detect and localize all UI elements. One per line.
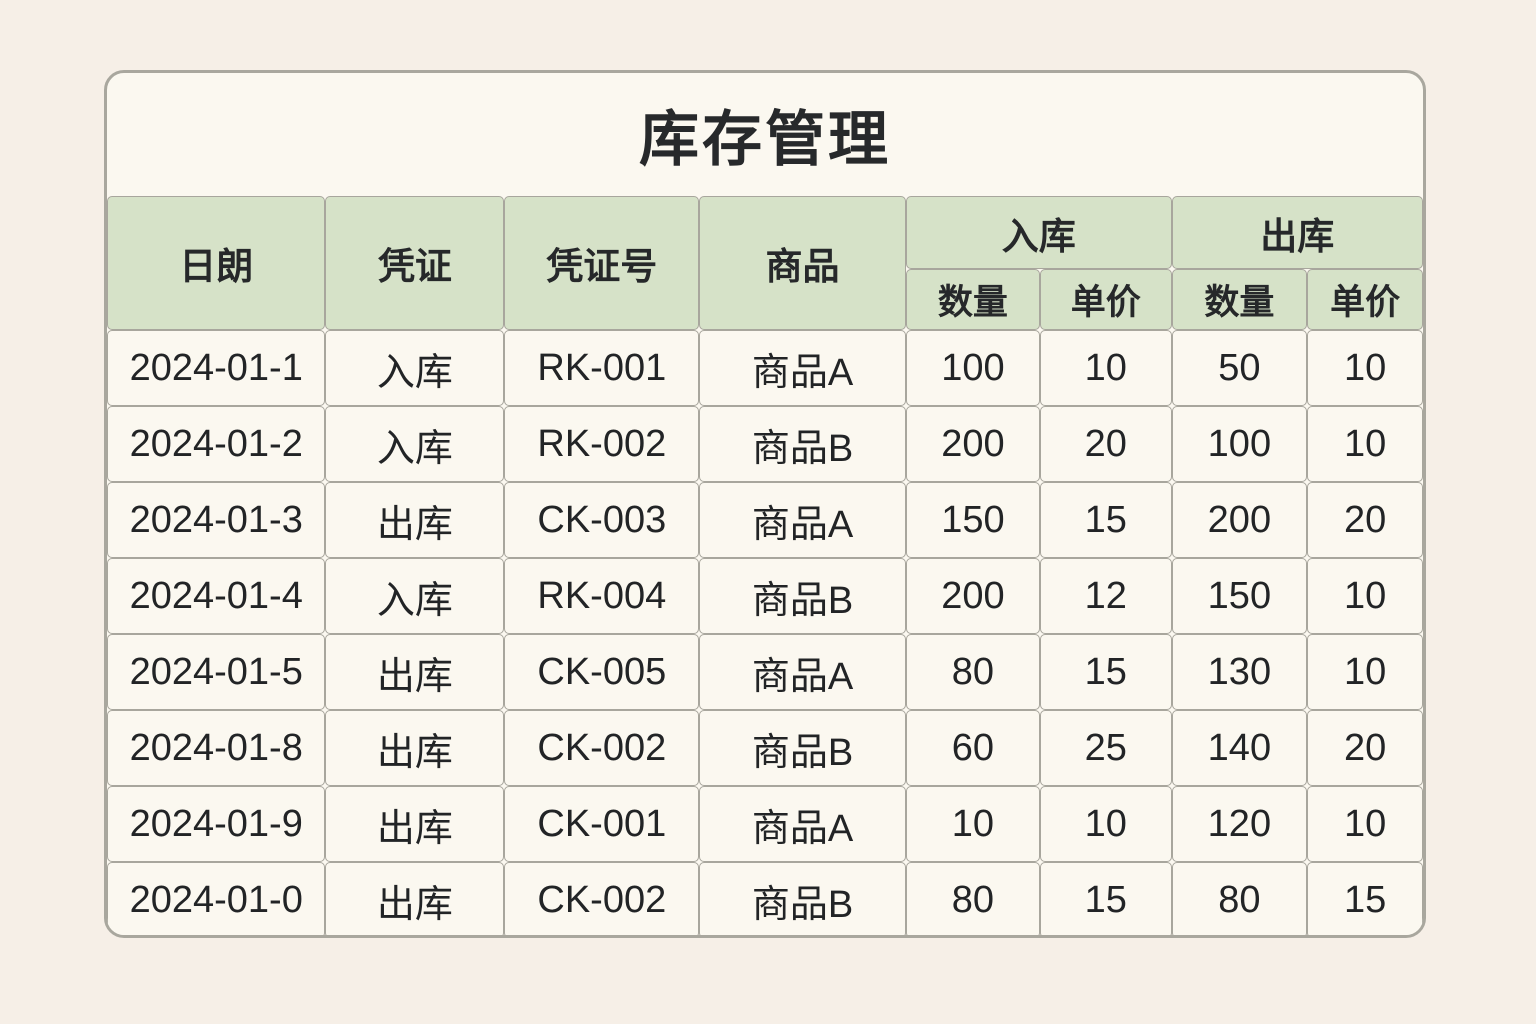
- cell-voucher: 出库: [325, 634, 505, 710]
- cell-inbound-qty: 200: [905, 406, 1041, 482]
- table-row: 2024-01-5 出库 CK-005 商品A 80 15 130 10: [107, 634, 1423, 710]
- cell-inbound-price: 10: [1040, 786, 1172, 862]
- cell-inbound-qty: 80: [905, 634, 1041, 710]
- cell-product: 商品B: [699, 710, 906, 786]
- header-row-groups: 日朗 凭证 凭证号 商品 入库 出库: [107, 196, 1423, 330]
- cell-voucher-no: CK-003: [504, 482, 700, 558]
- table-row: 2024-01-4 入库 RK-004 商品B 200 12 150 10: [107, 558, 1423, 634]
- table-row: 2024-01-1 入库 RK-001 商品A 100 10 50 10: [107, 330, 1423, 406]
- cell-inbound-qty: 200: [905, 558, 1041, 634]
- cell-outbound-price: 10: [1307, 406, 1423, 482]
- cell-voucher: 入库: [325, 558, 505, 634]
- cell-date: 2024-01-0: [107, 862, 326, 935]
- cell-inbound-qty: 100: [905, 330, 1041, 406]
- header-outbound-qty: 数量: [1171, 269, 1308, 330]
- cell-date: 2024-01-5: [107, 634, 326, 710]
- cell-date: 2024-01-4: [107, 558, 326, 634]
- table-row: 2024-01-3 出库 CK-003 商品A 150 15 200 20: [107, 482, 1423, 558]
- header-inbound-price: 单价: [1040, 269, 1172, 330]
- cell-voucher: 入库: [325, 406, 505, 482]
- cell-inbound-price: 15: [1040, 634, 1172, 710]
- cell-voucher: 出库: [325, 786, 505, 862]
- cell-voucher-no: RK-001: [504, 330, 700, 406]
- cell-inbound-qty: 80: [905, 862, 1041, 935]
- cell-inbound-price: 15: [1040, 482, 1172, 558]
- cell-outbound-price: 15: [1307, 862, 1423, 935]
- cell-inbound-price: 12: [1040, 558, 1172, 634]
- cell-voucher-no: CK-001: [504, 786, 700, 862]
- cell-voucher: 出库: [325, 710, 505, 786]
- cell-product: 商品B: [699, 406, 906, 482]
- cell-inbound-price: 25: [1040, 710, 1172, 786]
- header-inbound-qty: 数量: [905, 269, 1041, 330]
- cell-product: 商品A: [699, 634, 906, 710]
- cell-outbound-qty: 50: [1171, 330, 1308, 406]
- cell-voucher: 入库: [325, 330, 505, 406]
- header-product: 商品: [699, 196, 906, 330]
- cell-voucher-no: CK-002: [504, 862, 700, 935]
- page-title: 库存管理: [639, 106, 891, 173]
- cell-outbound-qty: 200: [1171, 482, 1308, 558]
- cell-outbound-qty: 130: [1171, 634, 1308, 710]
- cell-outbound-price: 20: [1307, 710, 1423, 786]
- table-row: 2024-01-9 出库 CK-001 商品A 10 10 120 10: [107, 786, 1423, 862]
- cell-voucher-no: CK-002: [504, 710, 700, 786]
- inventory-table: 日朗 凭证 凭证号 商品 入库 出库 数量 单价 数量 单价 2024-01-1…: [107, 196, 1423, 935]
- cell-outbound-qty: 150: [1171, 558, 1308, 634]
- cell-inbound-price: 20: [1040, 406, 1172, 482]
- cell-outbound-price: 10: [1307, 558, 1423, 634]
- cell-product: 商品A: [699, 786, 906, 862]
- header-outbound-group: 出库: [1171, 196, 1423, 269]
- cell-product: 商品B: [699, 862, 906, 935]
- title-bar: 库存管理: [107, 73, 1423, 196]
- cell-outbound-price: 10: [1307, 330, 1423, 406]
- cell-outbound-qty: 100: [1171, 406, 1308, 482]
- cell-outbound-qty: 80: [1171, 862, 1308, 935]
- cell-date: 2024-01-3: [107, 482, 326, 558]
- cell-inbound-price: 10: [1040, 330, 1172, 406]
- inventory-card: 库存管理 日朗 凭证 凭证号 商品 入库 出库 数量 单价: [104, 70, 1426, 938]
- cell-date: 2024-01-9: [107, 786, 326, 862]
- cell-inbound-qty: 60: [905, 710, 1041, 786]
- cell-outbound-price: 10: [1307, 786, 1423, 862]
- header-voucher-no: 凭证号: [504, 196, 700, 330]
- cell-outbound-price: 10: [1307, 634, 1423, 710]
- cell-voucher-no: RK-002: [504, 406, 700, 482]
- cell-date: 2024-01-2: [107, 406, 326, 482]
- cell-inbound-price: 15: [1040, 862, 1172, 935]
- cell-outbound-qty: 140: [1171, 710, 1308, 786]
- cell-voucher-no: RK-004: [504, 558, 700, 634]
- cell-product: 商品A: [699, 330, 906, 406]
- table-row: 2024-01-0 出库 CK-002 商品B 80 15 80 15: [107, 862, 1423, 935]
- cell-inbound-qty: 10: [905, 786, 1041, 862]
- cell-product: 商品A: [699, 482, 906, 558]
- header-date: 日朗: [107, 196, 326, 330]
- cell-outbound-qty: 120: [1171, 786, 1308, 862]
- cell-voucher: 出库: [325, 862, 505, 935]
- header-row-subcolumns: 数量 单价 数量 单价: [107, 269, 1423, 330]
- header-outbound-price: 单价: [1307, 269, 1423, 330]
- cell-voucher: 出库: [325, 482, 505, 558]
- cell-inbound-qty: 150: [905, 482, 1041, 558]
- cell-date: 2024-01-8: [107, 710, 326, 786]
- cell-product: 商品B: [699, 558, 906, 634]
- table-row: 2024-01-8 出库 CK-002 商品B 60 25 140 20: [107, 710, 1423, 786]
- table-row: 2024-01-2 入库 RK-002 商品B 200 20 100 10: [107, 406, 1423, 482]
- header-inbound-group: 入库: [905, 196, 1172, 269]
- cell-voucher-no: CK-005: [504, 634, 700, 710]
- cell-date: 2024-01-1: [107, 330, 326, 406]
- header-voucher: 凭证: [325, 196, 505, 330]
- cell-outbound-price: 20: [1307, 482, 1423, 558]
